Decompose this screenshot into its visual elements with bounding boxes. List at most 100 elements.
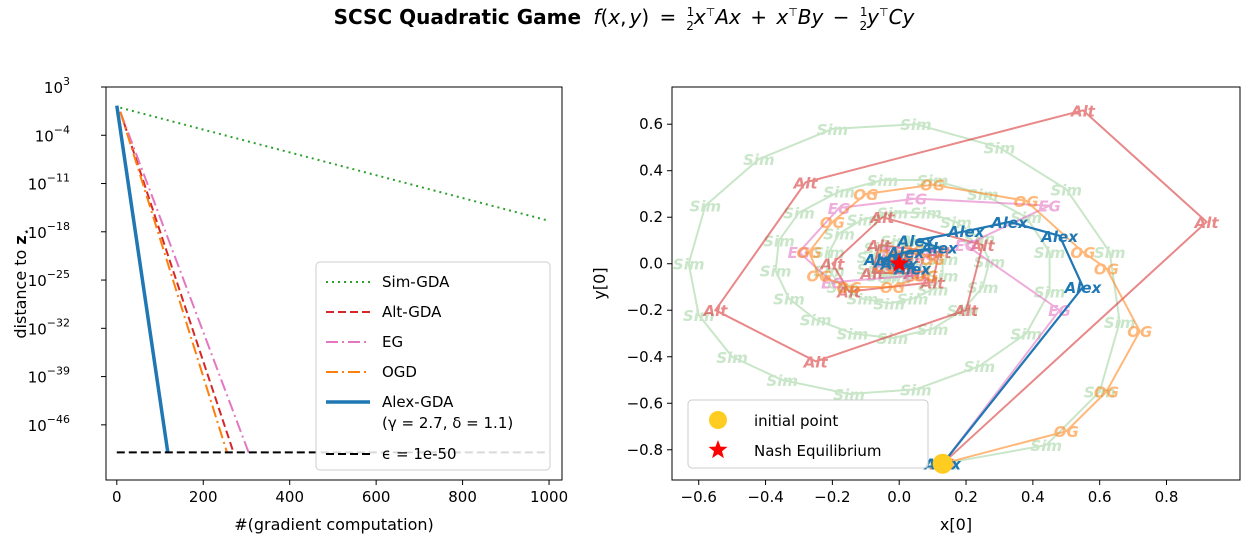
x-tick-label: 0.2 <box>954 488 978 506</box>
y-tick-base: 10 <box>28 272 47 290</box>
point-marker-label: Alex <box>863 251 902 269</box>
point-marker-label: Alt <box>702 302 728 320</box>
series-line-alex-gda <box>115 105 170 453</box>
y-tick-label: 10−4 <box>35 123 70 145</box>
point-marker-label: EG <box>828 200 851 218</box>
y-tick-label: 0.6 <box>639 115 663 133</box>
point-marker-label: Sim <box>743 151 775 169</box>
point-marker-label: EG <box>788 244 811 262</box>
point-marker-label: Alt <box>866 237 892 255</box>
point-marker-label: Sim <box>1034 284 1066 302</box>
legend-label: Alt-GDA <box>382 303 442 321</box>
legend-box <box>315 261 551 471</box>
point-marker-label: OG <box>806 267 831 285</box>
trajectory-line <box>878 220 1085 465</box>
point-marker-label: Alt <box>953 302 979 320</box>
point-marker-label: OG <box>1070 244 1095 262</box>
point-marker-label: Alt <box>1194 214 1220 232</box>
x-tick-label: 0.0 <box>887 488 911 506</box>
point-marker-label: OG <box>837 279 862 297</box>
trajectory-plot: SimSimSimSimSimSimSimSimSimSimSimSimSimS… <box>590 86 1241 534</box>
point-marker-label: Alex <box>920 239 959 257</box>
point-marker-label: Sim <box>967 186 999 204</box>
point-marker-label: Sim <box>673 256 705 274</box>
y-tick-label: −0.2 <box>627 301 663 319</box>
point-marker-label: Sim <box>847 212 879 230</box>
point-marker-label: Sim <box>773 291 805 309</box>
x-tick-label: 400 <box>275 488 304 506</box>
point-marker-label: Sim <box>813 244 845 262</box>
x-tick-label: −0.6 <box>681 488 717 506</box>
x-tick-label: 1000 <box>530 488 568 506</box>
point-marker-label: OG <box>796 244 821 262</box>
point-marker-label: Sim <box>877 330 909 348</box>
point-marker-label: Sim <box>1034 244 1066 262</box>
point-marker-label: Sim <box>690 198 722 216</box>
legend-sublabel: (γ = 2.7, δ = 1.1) <box>382 414 513 432</box>
point-marker-label: Sim <box>984 139 1016 157</box>
point-marker-label: Sim <box>763 232 795 250</box>
y-tick-exponent: 3 <box>63 75 70 88</box>
point-marker-label: Sim <box>910 205 942 223</box>
point-marker-label: Alt <box>870 209 896 227</box>
legend-label: EG <box>382 333 403 351</box>
point-marker-label: OG <box>913 267 938 285</box>
trajectory-line <box>713 109 1209 465</box>
y-axis-label: distance to z⋆ <box>11 228 33 338</box>
y-tick-label: 10−32 <box>28 316 70 338</box>
point-marker-label: Sim <box>683 307 715 325</box>
legend-box <box>687 399 929 469</box>
point-marker-label: Alt <box>793 174 819 192</box>
y-tick-base: 10 <box>28 417 47 435</box>
y-tick-base: 10 <box>28 224 47 242</box>
y-tick-base: 10 <box>35 127 54 145</box>
point-marker-label: Alt <box>803 353 829 371</box>
y-tick-label: −0.6 <box>627 394 663 412</box>
point-marker-label: Sim <box>897 291 929 309</box>
point-marker-label: Sim <box>1010 325 1042 343</box>
point-marker-label: Alex <box>887 244 926 262</box>
series-line-sim-gda <box>120 106 550 222</box>
y-tick-base: 10 <box>28 320 47 338</box>
point-marker-label: Sim <box>917 321 949 339</box>
point-marker-label: Alex <box>990 214 1029 232</box>
x-tick-label: 0.4 <box>1021 488 1045 506</box>
convergence-plot: 0 200 400 600 800 100010310−410−1110−1810−251… <box>11 75 568 534</box>
point-marker-label: Sim <box>964 358 996 376</box>
legend-label: Nash Equilibrium <box>754 442 882 460</box>
point-marker-label: Sim <box>1104 314 1136 332</box>
point-marker-label: Alt <box>836 284 862 302</box>
x-tick-label: 0 <box>112 488 122 506</box>
point-marker-label: Sim <box>1050 181 1082 199</box>
point-marker-label: OG <box>1094 384 1119 402</box>
point-marker-label: Sim <box>716 349 748 367</box>
plot-frame <box>105 86 563 481</box>
y-tick-exponent: −25 <box>47 268 70 281</box>
y-tick-exponent: −4 <box>54 123 70 136</box>
y-tick-label: 103 <box>44 75 70 97</box>
point-marker-label: Alt <box>1070 102 1096 120</box>
point-marker-label: Sim <box>783 205 815 223</box>
point-marker-label: Sim <box>917 281 949 299</box>
y-tick-exponent: −11 <box>47 172 70 185</box>
legend-label: initial point <box>754 412 838 430</box>
point-marker-label: Sim <box>940 214 972 232</box>
legend-label: ϵ = 1e-50 <box>382 445 457 463</box>
point-marker-label: Sim <box>817 121 849 139</box>
x-tick-label: 0.8 <box>1155 488 1179 506</box>
point-marker-label: EG <box>1038 198 1061 216</box>
point-marker-label: Alex <box>947 223 986 241</box>
series-line-eg <box>119 111 250 453</box>
point-marker-label: Alt <box>970 237 996 255</box>
point-marker-label: EG <box>905 191 928 209</box>
point-marker-label: OG <box>920 251 945 269</box>
x-tick-label: 0.6 <box>1088 488 1112 506</box>
y-tick-label: 10−25 <box>28 268 70 290</box>
point-marker-label: Alt <box>819 256 845 274</box>
y-axis-label-sub: ⋆ <box>20 228 33 235</box>
point-marker-label: Alex <box>1064 279 1103 297</box>
point-marker-label: Sim <box>967 279 999 297</box>
y-tick-label: 10−18 <box>28 220 70 242</box>
point-marker-label: Sim <box>760 263 792 281</box>
